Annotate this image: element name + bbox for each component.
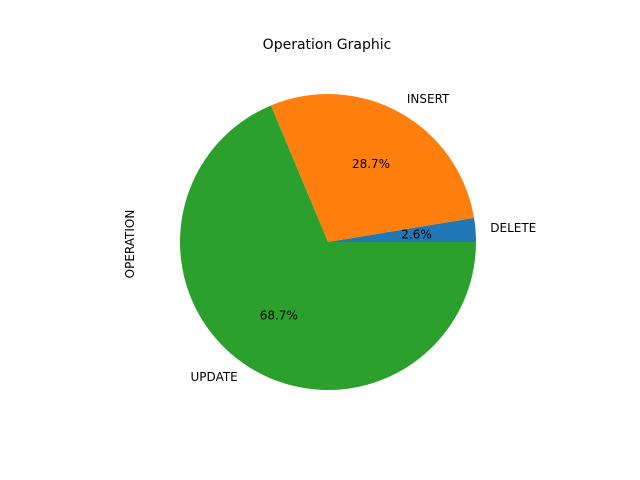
chart-title: Operation Graphic	[263, 37, 392, 53]
pie-slices	[179, 94, 476, 391]
slice-label-insert: INSERT	[407, 92, 450, 106]
slice-label-update: UPDATE	[191, 370, 238, 384]
pct-label-update: 68.7%	[260, 308, 298, 322]
pie-labels: DELETE 2.6% INSERT 28.7% UPDATE 68.7%	[191, 92, 537, 384]
pct-label-delete: 2.6%	[401, 227, 432, 241]
y-axis-label: OPERATION	[123, 210, 137, 279]
slice-label-delete: DELETE	[490, 221, 536, 235]
pie-slice-delete	[328, 217, 476, 242]
pie-slice-insert	[270, 94, 475, 242]
pct-label-insert: 28.7%	[352, 157, 390, 171]
pie-slice-update	[179, 105, 476, 391]
